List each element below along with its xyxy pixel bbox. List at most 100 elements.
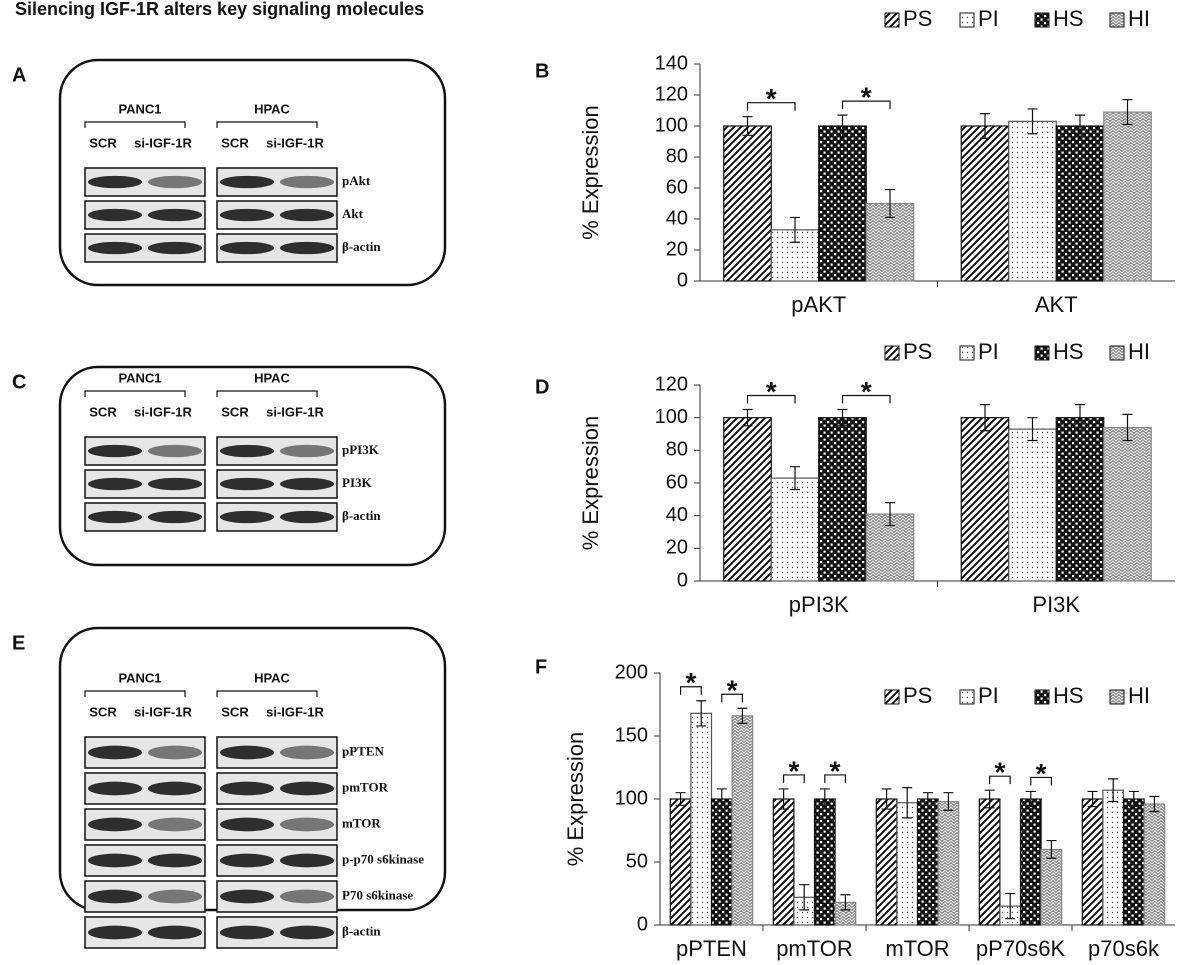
legend-swatch xyxy=(885,346,899,360)
y-axis-label: % Expression xyxy=(563,732,588,867)
blot-band xyxy=(148,209,202,221)
y-tick-label: 80 xyxy=(666,145,688,167)
bar xyxy=(938,802,959,925)
blot-band xyxy=(220,242,274,254)
blot-band xyxy=(88,176,142,188)
bar xyxy=(918,799,939,925)
blot-band xyxy=(280,818,334,832)
panel-label: A xyxy=(12,64,26,86)
x-tick-label: pPI3K xyxy=(789,592,849,617)
bar xyxy=(712,799,733,925)
y-tick-label: 100 xyxy=(655,114,688,136)
row-label: pmTOR xyxy=(342,779,389,794)
blot-box xyxy=(60,367,445,565)
group-label: HPAC xyxy=(254,670,290,685)
blot-band xyxy=(280,890,334,904)
blot-band xyxy=(88,782,142,796)
bar xyxy=(691,713,712,925)
significance-star: * xyxy=(766,376,777,407)
legend-label: PS xyxy=(903,339,932,364)
blot-band xyxy=(88,511,142,523)
legend-swatch xyxy=(1110,690,1124,704)
legend-label: HI xyxy=(1128,6,1150,31)
blot-band xyxy=(88,818,142,832)
group-bracket xyxy=(217,122,317,128)
significance-star: * xyxy=(830,755,841,786)
lane-label: SCR xyxy=(221,704,249,719)
figure: Silencing IGF-1R alters key signaling mo… xyxy=(0,0,1186,965)
group-label: PANC1 xyxy=(118,101,161,116)
blot-band xyxy=(148,818,202,832)
panel-label: F xyxy=(535,656,547,678)
significance-star: * xyxy=(861,82,872,113)
bar xyxy=(1056,126,1104,281)
lane-label: si-IGF-1R xyxy=(266,135,324,150)
bar xyxy=(1104,112,1152,281)
y-tick-label: 0 xyxy=(677,269,688,291)
blot-band xyxy=(88,926,142,940)
blot-band xyxy=(280,511,334,523)
bar xyxy=(1082,799,1103,925)
y-tick-label: 120 xyxy=(655,83,688,105)
y-axis-label: % Expression xyxy=(578,416,603,551)
row-label: pAkt xyxy=(342,173,371,188)
legend-label: HI xyxy=(1128,339,1150,364)
y-tick-label: 0 xyxy=(677,569,688,591)
y-tick-label: 140 xyxy=(655,52,688,74)
blot-band xyxy=(148,176,202,188)
significance-star: * xyxy=(685,667,696,698)
blot-band xyxy=(88,746,142,760)
blot-band xyxy=(220,854,274,868)
blot-band xyxy=(280,926,334,940)
bar xyxy=(1041,849,1062,925)
legend-swatch xyxy=(1110,346,1124,360)
blot-band xyxy=(88,854,142,868)
blot-band xyxy=(280,782,334,796)
blot-band xyxy=(148,242,202,254)
bar xyxy=(819,126,867,281)
blot-band xyxy=(280,854,334,868)
panel-label: D xyxy=(535,376,549,398)
blot-band xyxy=(220,176,274,188)
x-tick-label: pmTOR xyxy=(776,936,853,961)
panel-label: C xyxy=(12,371,26,393)
row-label: β-actin xyxy=(342,508,381,523)
blot-band xyxy=(280,746,334,760)
significance-star: * xyxy=(1036,758,1047,789)
group-bracket xyxy=(217,691,317,697)
group-label: HPAC xyxy=(254,101,290,116)
x-tick-label: PI3K xyxy=(1032,592,1080,617)
blot-band xyxy=(88,209,142,221)
bar xyxy=(670,799,691,925)
row-label: pPTEN xyxy=(342,743,385,758)
legend-label: PS xyxy=(903,683,932,708)
y-tick-label: 60 xyxy=(666,471,688,493)
bar xyxy=(724,126,772,281)
row-label: β-actin xyxy=(342,923,381,938)
bar xyxy=(961,126,1009,281)
blot-band xyxy=(220,926,274,940)
blot-band xyxy=(148,746,202,760)
panel-label: B xyxy=(535,60,549,82)
lane-label: si-IGF-1R xyxy=(134,704,192,719)
lane-label: SCR xyxy=(89,135,117,150)
y-tick-label: 0 xyxy=(637,913,648,935)
x-tick-label: AKT xyxy=(1035,292,1078,317)
blot-band xyxy=(148,890,202,904)
legend-swatch xyxy=(960,690,974,704)
significance-star: * xyxy=(766,83,777,114)
bar xyxy=(1124,799,1145,925)
row-label: P70 s6kinase xyxy=(342,887,413,902)
bar xyxy=(815,799,836,925)
legend-label: HS xyxy=(1053,683,1084,708)
bar xyxy=(1103,790,1124,925)
legend-swatch xyxy=(1110,13,1124,27)
row-label: mTOR xyxy=(342,815,381,830)
y-tick-label: 40 xyxy=(666,207,688,229)
y-tick-label: 50 xyxy=(626,850,648,872)
lane-label: si-IGF-1R xyxy=(266,704,324,719)
group-label: HPAC xyxy=(254,370,290,385)
legend-swatch xyxy=(1035,690,1049,704)
blot-band xyxy=(88,478,142,490)
blot-band xyxy=(280,176,334,188)
